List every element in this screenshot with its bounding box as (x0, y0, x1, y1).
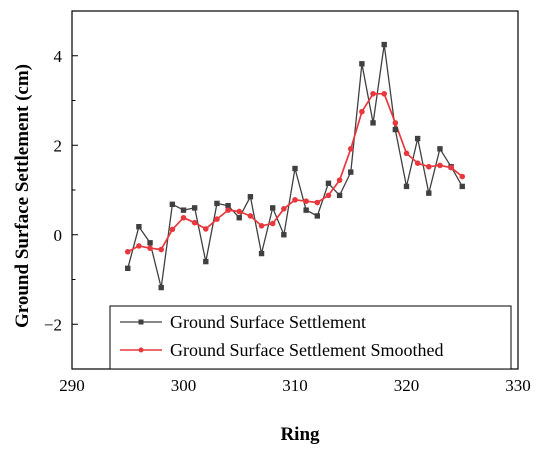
x-tick-label: 300 (171, 376, 197, 395)
data-point-smoothed (203, 226, 209, 232)
data-point-ground-settlement (381, 41, 387, 48)
data-point-ground-settlement (336, 192, 343, 199)
data-point-ground-settlement (270, 205, 276, 211)
data-point-ground-settlement (136, 223, 142, 230)
data-point-ground-settlement (125, 265, 131, 272)
data-point-smoothed (191, 219, 198, 226)
data-point-ground-settlement (180, 207, 187, 213)
data-point-ground-settlement (325, 180, 332, 186)
data-point-ground-settlement (236, 215, 242, 221)
x-tick-label: 320 (394, 376, 420, 395)
data-point-smoothed (258, 223, 265, 229)
data-point-ground-settlement (292, 165, 298, 172)
data-point-smoothed (325, 192, 332, 199)
data-point-smoothed (281, 205, 287, 212)
data-point-ground-settlement (281, 232, 287, 238)
data-point-smoothed (124, 248, 131, 255)
data-point-ground-settlement (414, 135, 421, 142)
data-point-ground-settlement (169, 201, 176, 208)
legend-marker-ground-settlement (138, 319, 144, 325)
data-point-ground-settlement (392, 126, 399, 133)
data-point-smoothed (180, 214, 187, 221)
legend-box (109, 305, 512, 370)
legend: Ground Surface Settlement Ground Surface… (109, 305, 512, 370)
legend-label-ground-settlement: Ground Surface Settlement (170, 312, 366, 332)
data-point-smoothed (381, 90, 388, 97)
data-point-smoothed (336, 177, 343, 183)
data-point-ground-settlement (403, 183, 410, 190)
data-point-smoothed (158, 246, 164, 253)
y-tick-label: 2 (54, 136, 63, 155)
data-point-smoothed (347, 146, 354, 152)
data-point-ground-settlement (214, 200, 220, 207)
data-point-smoothed (292, 197, 298, 203)
data-point-ground-settlement (247, 194, 254, 200)
data-point-ground-settlement (158, 284, 164, 291)
data-point-smoothed (214, 216, 220, 222)
data-point-smoothed (247, 213, 254, 219)
data-point-smoothed (370, 90, 376, 97)
data-point-smoothed (169, 226, 176, 233)
x-tick-label: 310 (282, 376, 308, 395)
data-point-ground-settlement (437, 146, 443, 152)
data-point-smoothed (269, 220, 276, 227)
data-point-smoothed (448, 164, 454, 171)
data-point-ground-settlement (147, 240, 153, 246)
y-tick-label: 4 (54, 47, 63, 66)
data-point-smoothed (437, 162, 443, 169)
data-point-smoothed (314, 199, 321, 206)
data-point-ground-settlement (203, 258, 209, 265)
y-tick-label: −2 (44, 315, 62, 334)
data-point-ground-settlement (348, 169, 354, 175)
data-point-ground-settlement (258, 250, 265, 257)
data-point-smoothed (136, 243, 142, 249)
data-point-smoothed (403, 150, 410, 157)
data-point-smoothed (236, 208, 243, 215)
data-point-ground-settlement (191, 205, 198, 211)
series-line-smoothed (127, 92, 463, 253)
data-point-smoothed (392, 120, 399, 126)
data-point-ground-settlement (459, 183, 465, 190)
legend-label-smoothed: Ground Surface Settlement Smoothed (170, 340, 443, 360)
y-axis-title: Ground Surface Settlement (cm) (12, 64, 33, 328)
legend-marker-smoothed (138, 347, 144, 353)
data-point-ground-settlement (303, 207, 309, 213)
data-point-smoothed (426, 163, 432, 170)
y-tick-label: 0 (54, 226, 63, 245)
tick-labels: 290 300 310 320 330 −2 0 2 4 (44, 47, 531, 395)
data-point-ground-settlement (225, 202, 231, 209)
data-point-smoothed (147, 245, 153, 251)
x-tick-label: 290 (59, 376, 85, 395)
data-point-ground-settlement (370, 120, 376, 126)
x-axis-title: Ring (280, 424, 320, 445)
data-point-ground-settlement (314, 213, 320, 219)
data-point-smoothed (303, 198, 309, 204)
data-point-smoothed (359, 108, 365, 115)
data-point-ground-settlement (359, 61, 365, 67)
x-tick-label: 330 (505, 376, 531, 395)
data-point-smoothed (225, 207, 231, 213)
data-point-smoothed (414, 160, 421, 166)
data-point-smoothed (459, 173, 466, 180)
data-point-ground-settlement (426, 190, 432, 196)
series-markers (124, 41, 466, 291)
